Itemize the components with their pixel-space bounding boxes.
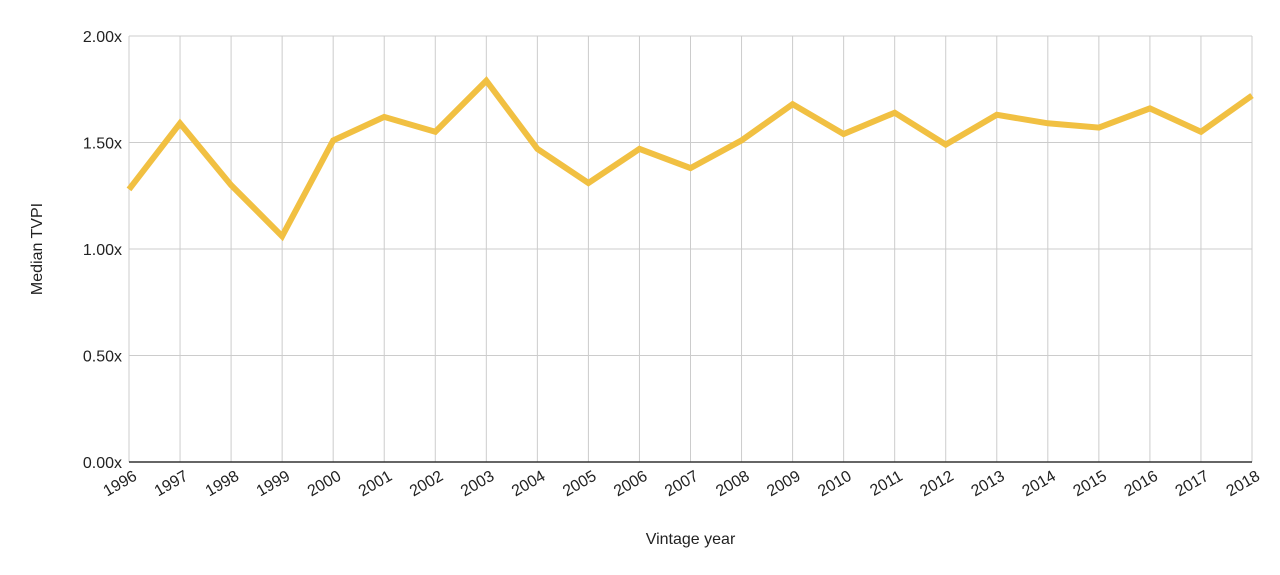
x-tick-label: 2010 <box>815 468 854 501</box>
x-tick-label: 2017 <box>1173 468 1212 501</box>
data-point <box>537 148 538 149</box>
data-point <box>843 133 844 134</box>
data-point <box>1149 108 1150 109</box>
x-tick-label: 2009 <box>764 468 803 501</box>
x-tick-label: 2011 <box>867 468 905 500</box>
data-point <box>1252 95 1253 96</box>
x-tick-label: 1999 <box>254 468 293 501</box>
x-tick-label: 2003 <box>458 468 497 501</box>
y-tick-label: 2.00x <box>83 29 122 46</box>
label-layer: 0.00x 0.50x 1.00x 1.50x 2.00x 1996 1997 1998 199… <box>83 29 1263 500</box>
data-point <box>639 148 640 149</box>
x-tick-label: 2000 <box>305 468 344 501</box>
x-tick-label: 1997 <box>152 468 191 501</box>
data-point <box>690 168 691 169</box>
x-tick-label: 2012 <box>917 468 956 501</box>
x-tick-label: 2013 <box>968 468 1007 501</box>
x-tick-label: 2015 <box>1071 468 1110 501</box>
series-layer <box>126 76 1254 242</box>
x-axis-title: Vintage year <box>646 531 736 548</box>
x-tick-label: 2018 <box>1224 468 1263 501</box>
data-point <box>894 112 895 113</box>
y-tick-label: 0.00x <box>83 455 122 472</box>
x-tick-label: 2014 <box>1019 468 1058 501</box>
x-tick-label: 2007 <box>662 468 701 501</box>
data-point <box>282 236 283 237</box>
data-point <box>129 189 130 190</box>
x-tick-label: 1996 <box>101 468 140 501</box>
y-tick-label: 0.50x <box>83 349 122 366</box>
data-point <box>741 140 742 141</box>
data-point <box>996 114 997 115</box>
data-point <box>1047 123 1048 124</box>
x-tick-label: 2008 <box>713 468 752 501</box>
data-point <box>435 131 436 132</box>
data-point <box>384 116 385 117</box>
data-point <box>792 104 793 105</box>
data-point <box>180 123 181 124</box>
data-point <box>486 80 487 81</box>
x-tick-label: 2001 <box>356 468 395 501</box>
y-tick-label: 1.50x <box>83 136 122 153</box>
data-point <box>588 182 589 183</box>
data-point <box>945 144 946 145</box>
x-tick-label: 2016 <box>1122 468 1161 501</box>
series-line <box>126 76 1254 242</box>
x-tick-label: 2004 <box>509 468 548 501</box>
y-axis-title: Median TVPI <box>29 203 46 295</box>
data-point <box>1098 127 1099 128</box>
data-point <box>333 140 334 141</box>
x-tick-label: 2002 <box>407 468 446 501</box>
x-tick-label: 2006 <box>611 468 650 501</box>
x-tick-label: 1998 <box>203 468 242 501</box>
data-point <box>231 185 232 186</box>
x-tick-label: 2005 <box>560 468 599 501</box>
y-tick-label: 1.00x <box>83 242 122 259</box>
data-point <box>1200 131 1201 132</box>
grid-layer <box>128 35 1253 462</box>
